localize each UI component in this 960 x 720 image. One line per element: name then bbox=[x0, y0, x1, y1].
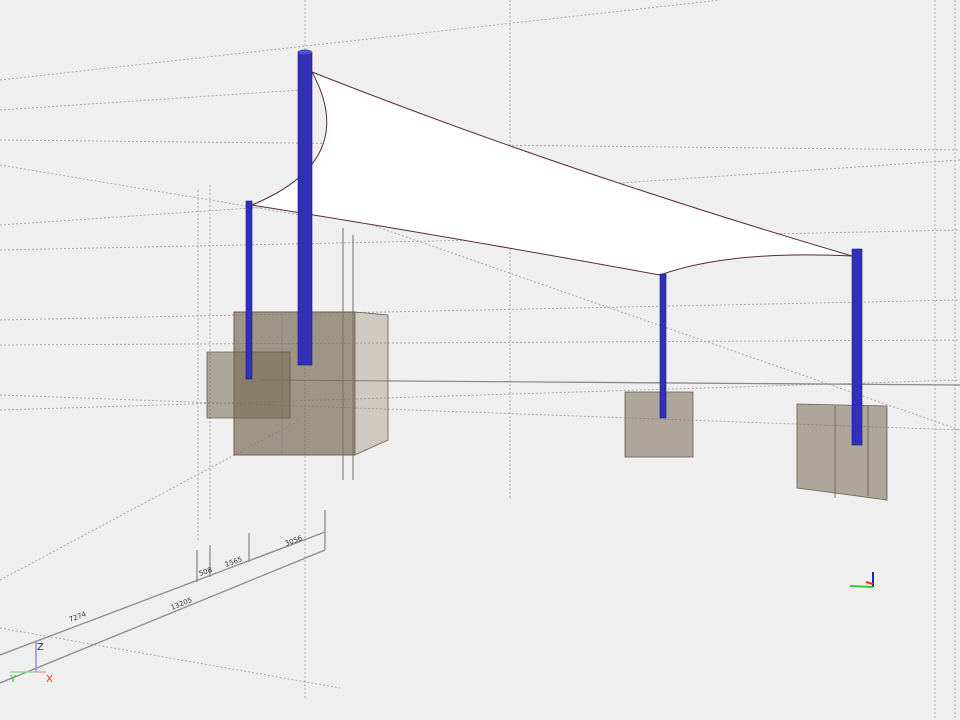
dimension-label: 3056 bbox=[284, 534, 304, 548]
axis-label-y: Y bbox=[9, 674, 17, 685]
footings bbox=[206, 311, 888, 501]
shade-membrane bbox=[250, 71, 853, 276]
pole bbox=[659, 273, 667, 419]
pole bbox=[851, 248, 863, 446]
dimension-label: 508 bbox=[198, 566, 213, 578]
axis-label-z: Z bbox=[37, 642, 44, 653]
axis-label-x: X bbox=[46, 674, 53, 685]
pole bbox=[245, 200, 253, 380]
pole bbox=[297, 51, 313, 366]
small-axis-triad bbox=[849, 572, 874, 588]
dimension-label: 7274 bbox=[68, 610, 88, 624]
axis-triad: Z Y X bbox=[9, 641, 53, 685]
dimension-label: 13205 bbox=[170, 596, 194, 612]
poles bbox=[245, 49, 863, 446]
